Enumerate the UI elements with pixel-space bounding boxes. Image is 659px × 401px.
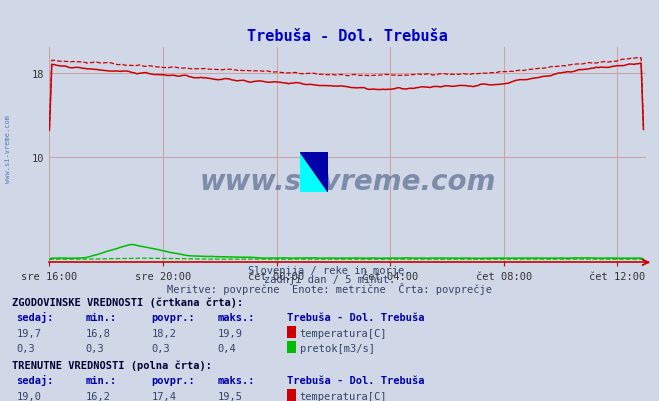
- Text: 0,4: 0,4: [217, 343, 236, 353]
- Text: maks.:: maks.:: [217, 312, 255, 322]
- Text: temperatura[C]: temperatura[C]: [300, 391, 387, 401]
- Text: 19,0: 19,0: [16, 391, 42, 401]
- Text: povpr.:: povpr.:: [152, 312, 195, 322]
- Text: ZGODOVINSKE VREDNOSTI (črtkana črta):: ZGODOVINSKE VREDNOSTI (črtkana črta):: [12, 296, 243, 307]
- Text: 16,8: 16,8: [86, 328, 111, 338]
- Text: www.si-vreme.com: www.si-vreme.com: [200, 167, 496, 195]
- Title: Trebuša - Dol. Trebuša: Trebuša - Dol. Trebuša: [247, 29, 448, 44]
- Polygon shape: [300, 152, 328, 192]
- Text: Trebuša - Dol. Trebuša: Trebuša - Dol. Trebuša: [287, 375, 424, 385]
- Text: 16,2: 16,2: [86, 391, 111, 401]
- Text: Trebuša - Dol. Trebuša: Trebuša - Dol. Trebuša: [287, 312, 424, 322]
- Text: pretok[m3/s]: pretok[m3/s]: [300, 343, 375, 353]
- Text: povpr.:: povpr.:: [152, 375, 195, 385]
- Text: Meritve: povprečne  Enote: metrične  Črta: povprečje: Meritve: povprečne Enote: metrične Črta:…: [167, 283, 492, 295]
- Text: sedaj:: sedaj:: [16, 375, 54, 385]
- Polygon shape: [300, 152, 328, 192]
- Text: maks.:: maks.:: [217, 375, 255, 385]
- Text: 0,3: 0,3: [86, 343, 104, 353]
- Text: 19,5: 19,5: [217, 391, 243, 401]
- Text: 17,4: 17,4: [152, 391, 177, 401]
- Text: www.si-vreme.com: www.si-vreme.com: [5, 114, 11, 182]
- Text: 19,7: 19,7: [16, 328, 42, 338]
- Text: TRENUTNE VREDNOSTI (polna črta):: TRENUTNE VREDNOSTI (polna črta):: [12, 360, 212, 370]
- Text: temperatura[C]: temperatura[C]: [300, 328, 387, 338]
- Text: 18,2: 18,2: [152, 328, 177, 338]
- Text: 0,3: 0,3: [152, 343, 170, 353]
- Text: min.:: min.:: [86, 312, 117, 322]
- Text: min.:: min.:: [86, 375, 117, 385]
- Text: zadnji dan / 5 minut.: zadnji dan / 5 minut.: [264, 275, 395, 285]
- Text: 0,3: 0,3: [16, 343, 35, 353]
- Text: sedaj:: sedaj:: [16, 311, 54, 322]
- Text: Slovenija / reke in morje.: Slovenija / reke in morje.: [248, 265, 411, 275]
- Text: 19,9: 19,9: [217, 328, 243, 338]
